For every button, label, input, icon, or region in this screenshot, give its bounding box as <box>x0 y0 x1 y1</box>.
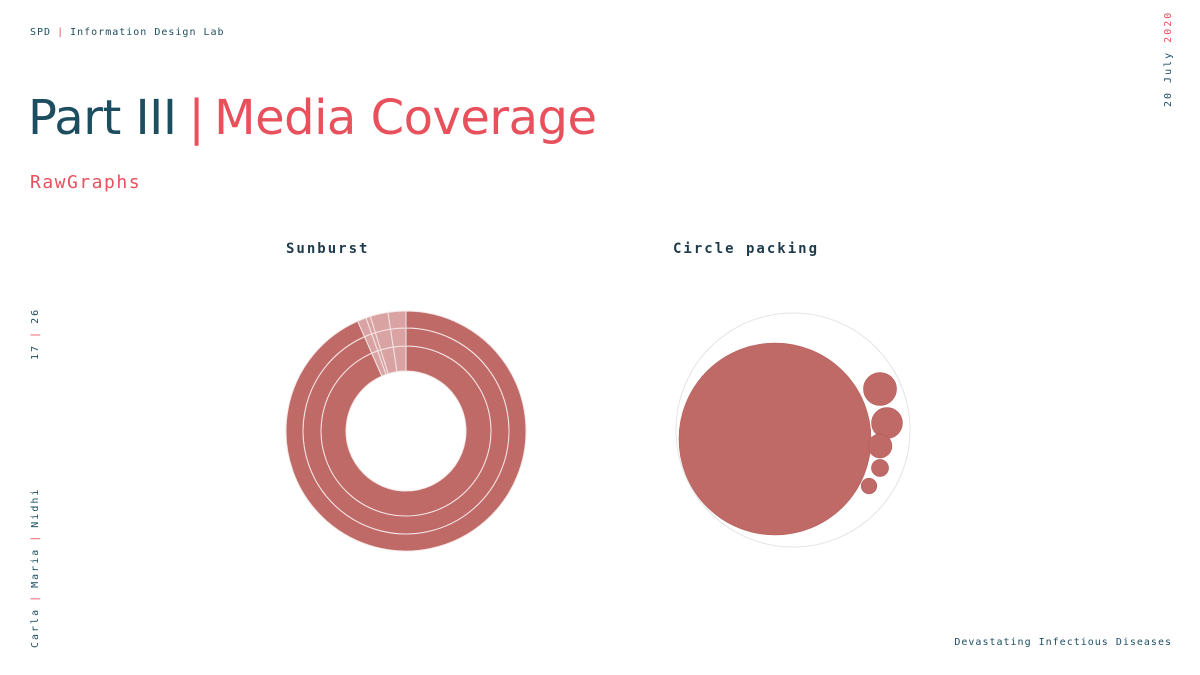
org-label: SPD <box>30 27 52 38</box>
sunburst-segment <box>387 310 407 330</box>
packing-circle <box>678 342 872 536</box>
packing-boundary <box>675 312 911 548</box>
packing-circle <box>871 459 889 477</box>
subtitle: RawGraphs <box>30 172 142 193</box>
separator: | <box>57 27 65 38</box>
sunburst-title: Sunburst <box>286 241 370 257</box>
page-title: Part III | Media Coverage <box>28 88 597 148</box>
packing-circle <box>863 372 897 406</box>
packing-circle <box>871 407 903 439</box>
title-part: Part III <box>28 90 177 146</box>
packing-circle <box>867 433 893 459</box>
footer-label: Devastating Infectious Diseases <box>954 637 1172 648</box>
title-separator: | <box>188 90 205 146</box>
header-label: SPD | Information Design Lab <box>30 27 225 38</box>
title-topic: Media Coverage <box>214 90 597 146</box>
circle-packing-title: Circle packing <box>673 241 820 257</box>
packing-circle <box>860 477 878 495</box>
lab-label: Information Design Lab <box>70 27 225 38</box>
sunburst-segment <box>285 310 527 552</box>
